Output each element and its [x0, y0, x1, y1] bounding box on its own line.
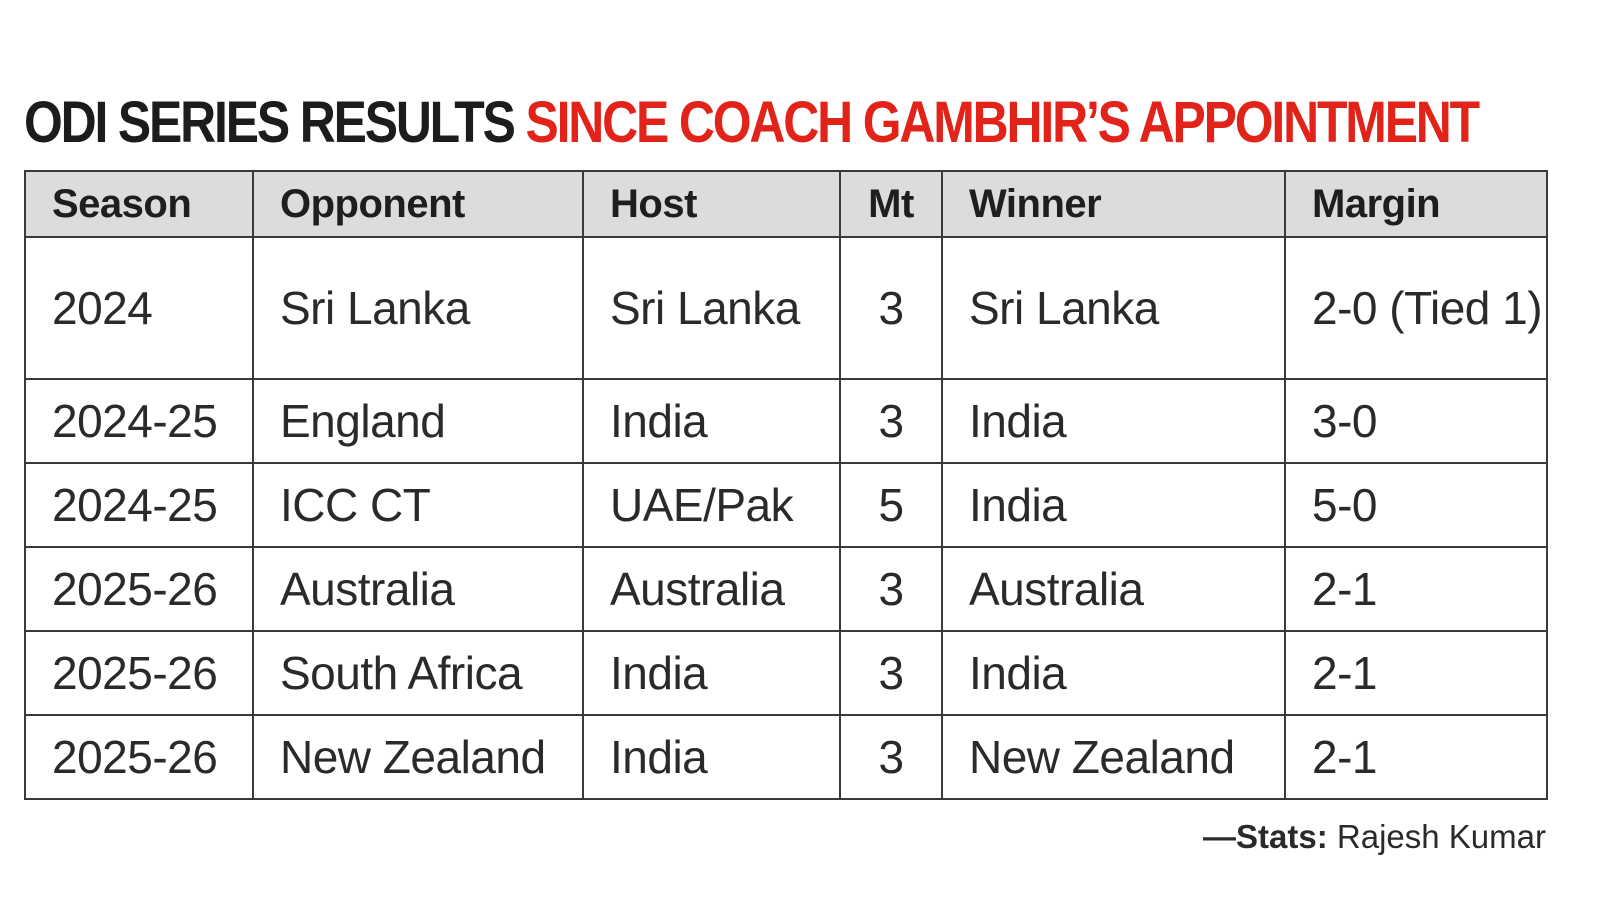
headline-red-part: SINCE COACH GAMBHIR’S APPOINTMENT [525, 90, 1480, 155]
cell-winner: India [941, 462, 1286, 548]
header-opponent: Opponent [252, 170, 584, 238]
cell-mt: 3 [839, 546, 943, 632]
cell-margin: 2-1 [1284, 714, 1548, 800]
cell-winner: India [941, 378, 1286, 464]
table-row: 2025-26 New Zealand India 3 New Zealand … [24, 714, 1548, 800]
table-row: 2025-26 South Africa India 3 India 2-1 [24, 630, 1548, 716]
cell-margin: 2-1 [1284, 630, 1548, 716]
cell-opponent: ICC CT [252, 462, 584, 548]
cell-mt: 3 [839, 236, 943, 380]
header-season: Season [24, 170, 254, 238]
header-winner: Winner [941, 170, 1286, 238]
cell-mt: 3 [839, 714, 943, 800]
cell-winner: India [941, 630, 1286, 716]
cell-host: India [582, 714, 841, 800]
headline: ODI SERIES RESULTS SINCE COACH GAMBHIR’S… [24, 88, 1480, 158]
cell-margin: 3-0 [1284, 378, 1548, 464]
cell-host: India [582, 630, 841, 716]
cell-host: UAE/Pak [582, 462, 841, 548]
cell-season: 2025-26 [24, 546, 254, 632]
header-margin: Margin [1284, 170, 1548, 238]
cell-host: Australia [582, 546, 841, 632]
cell-host: Sri Lanka [582, 236, 841, 380]
cell-host: India [582, 378, 841, 464]
cell-season: 2024 [24, 236, 254, 380]
stats-credit: —Stats: Rajesh Kumar [1203, 818, 1546, 856]
cell-opponent: Australia [252, 546, 584, 632]
cell-mt: 3 [839, 378, 943, 464]
table-header-row: Season Opponent Host Mt Winner Margin [24, 170, 1548, 238]
cell-margin: 2-1 [1284, 546, 1548, 632]
cell-season: 2024-25 [24, 462, 254, 548]
table-row: 2024-25 ICC CT UAE/Pak 5 India 5-0 [24, 462, 1548, 548]
cell-winner: Sri Lanka [941, 236, 1286, 380]
cell-opponent: England [252, 378, 584, 464]
cell-winner: New Zealand [941, 714, 1286, 800]
results-table: Season Opponent Host Mt Winner Margin 20… [24, 170, 1548, 800]
credit-name: Rajesh Kumar [1336, 818, 1546, 855]
headline-dark-part: ODI SERIES RESULTS [24, 90, 516, 155]
credit-label: —Stats: [1203, 818, 1328, 855]
cell-winner: Australia [941, 546, 1286, 632]
cell-season: 2024-25 [24, 378, 254, 464]
cell-margin: 2-0 (Tied 1) [1284, 236, 1548, 380]
table-row: 2024-25 England India 3 India 3-0 [24, 378, 1548, 464]
table-row: 2024 Sri Lanka Sri Lanka 3 Sri Lanka 2-0… [24, 236, 1548, 380]
cell-opponent: South Africa [252, 630, 584, 716]
cell-season: 2025-26 [24, 630, 254, 716]
cell-mt: 5 [839, 462, 943, 548]
table-row: 2025-26 Australia Australia 3 Australia … [24, 546, 1548, 632]
header-mt: Mt [839, 170, 943, 238]
cell-opponent: New Zealand [252, 714, 584, 800]
cell-margin: 5-0 [1284, 462, 1548, 548]
cell-opponent: Sri Lanka [252, 236, 584, 380]
cell-season: 2025-26 [24, 714, 254, 800]
header-host: Host [582, 170, 841, 238]
cell-mt: 3 [839, 630, 943, 716]
